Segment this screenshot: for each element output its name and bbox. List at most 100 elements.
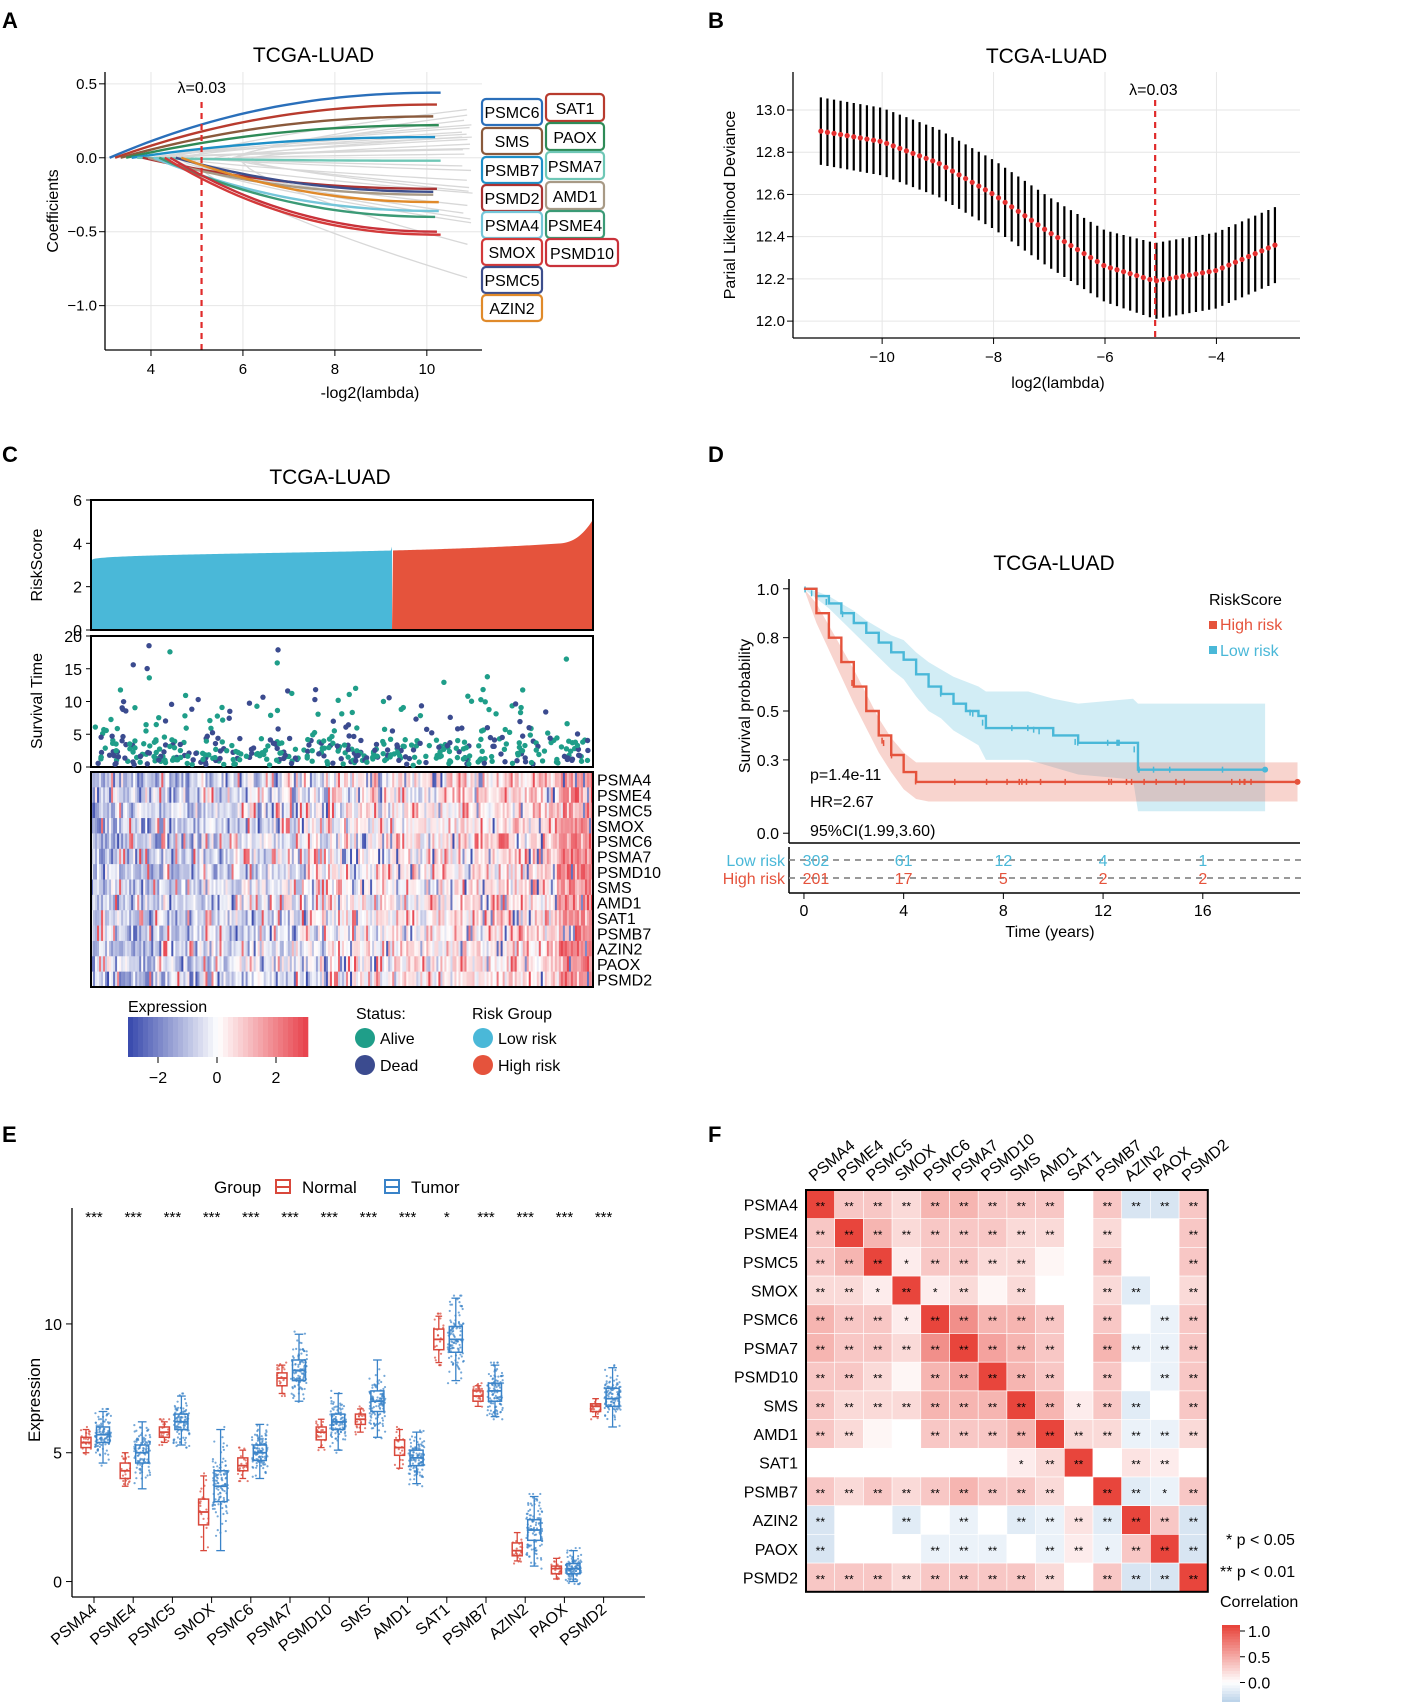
alive-point <box>410 762 416 769</box>
data-point <box>222 1498 226 1502</box>
heatmap-cell <box>456 802 459 819</box>
heatmap-cell <box>370 772 373 788</box>
heatmap-cell <box>564 894 568 911</box>
heatmap-cell <box>137 910 140 926</box>
alive-point <box>153 749 159 756</box>
heatmap-cell <box>500 956 503 972</box>
heatmap-cell <box>362 971 365 988</box>
heatmap-cell <box>269 833 273 850</box>
heatmap-cell <box>195 971 198 988</box>
heatmap-cell <box>554 818 558 834</box>
heatmap-cell <box>448 833 451 850</box>
heatmap-cell <box>488 925 491 942</box>
heatmap-cell <box>163 940 166 957</box>
deviance-point <box>1081 250 1087 257</box>
heatmap-cell <box>239 956 242 972</box>
heatmap-cell <box>346 925 349 942</box>
heatmap-cell <box>175 894 178 911</box>
data-point <box>202 1517 205 1520</box>
heatmap-cell <box>337 864 341 880</box>
alive-point <box>183 725 189 731</box>
heatmap-cell <box>506 894 509 911</box>
alive-point <box>539 758 546 764</box>
heatmap-cell <box>141 848 144 865</box>
heatmap-cell <box>530 925 534 942</box>
heatmap-cell <box>301 802 305 819</box>
heatmap-cell <box>125 940 128 957</box>
heatmap-cell <box>329 925 333 942</box>
data-point <box>158 1443 161 1447</box>
heatmap-cell <box>147 971 150 988</box>
heatmap-cell <box>123 787 126 804</box>
heatmap-cell <box>348 940 351 957</box>
heatmap-cell <box>550 956 554 972</box>
heatmap-cell <box>466 925 469 942</box>
heatmap-cell <box>93 940 96 957</box>
heatmap-cell <box>303 879 307 896</box>
heatmap-cell <box>584 772 588 788</box>
heatmap-cell <box>484 879 487 896</box>
alive-point <box>212 754 218 761</box>
heatmap-cell <box>562 772 566 788</box>
heatmap-cell <box>580 833 584 850</box>
heatmap-cell <box>492 787 495 804</box>
heatmap-cell <box>358 910 361 926</box>
dead-point <box>227 708 233 715</box>
heatmap-cell <box>440 925 443 942</box>
alive-point <box>488 753 495 760</box>
heatmap-cell <box>293 956 297 972</box>
heatmap-cell <box>428 956 431 972</box>
heatmap-cell <box>143 894 146 911</box>
heatmap-cell <box>372 802 375 819</box>
heatmap-cell <box>323 894 327 911</box>
heatmap-cell <box>402 910 405 926</box>
heatmap-cell <box>518 971 522 988</box>
heatmap-cell <box>311 956 315 972</box>
heatmap-cell <box>333 848 337 865</box>
heatmap-cell <box>113 818 116 834</box>
heatmap-cell <box>518 925 522 942</box>
alive-point <box>380 750 386 757</box>
dead-point <box>275 647 281 653</box>
alive-point <box>108 716 114 723</box>
heatmap-cell <box>253 848 256 865</box>
alive-point <box>258 736 265 742</box>
heatmap-cell <box>398 802 401 819</box>
heatmap-cell <box>518 802 522 819</box>
heatmap-cell <box>546 910 550 926</box>
heatmap-cell <box>500 802 503 819</box>
heatmap-cell <box>329 787 333 804</box>
heatmap-cell <box>364 879 367 896</box>
heatmap-cell <box>468 925 471 942</box>
heatmap-cell <box>382 818 385 834</box>
heatmap-cell <box>550 772 554 788</box>
heatmap-cell <box>157 940 160 957</box>
alive-point <box>151 753 157 760</box>
data-point <box>133 1482 136 1485</box>
dead-point <box>237 735 243 742</box>
heatmap-cell <box>484 802 487 819</box>
heatmap-cell <box>293 894 297 911</box>
heatmap-cell <box>536 879 540 896</box>
heatmap-cell <box>454 802 457 819</box>
heatmap-cell <box>255 925 258 942</box>
heatmap-cell <box>408 971 411 988</box>
heatmap-cell <box>155 971 158 988</box>
heatmap-cell <box>486 956 489 972</box>
heatmap-cell <box>504 787 507 804</box>
heatmap-cell <box>297 802 301 819</box>
heatmap-cell <box>406 940 409 957</box>
dead-point <box>312 696 318 703</box>
heatmap-cell <box>247 940 250 957</box>
heatmap-cell <box>550 894 554 911</box>
heatmap-cell <box>113 879 116 896</box>
heatmap-cell <box>570 894 574 911</box>
heatmap-cell <box>458 879 461 896</box>
heatmap-cell <box>430 772 433 788</box>
heatmap-cell <box>133 802 136 819</box>
heatmap-cell <box>229 894 232 911</box>
heatmap-cell <box>151 910 154 926</box>
heatmap-cell <box>396 940 399 957</box>
heatmap-cell <box>586 956 590 972</box>
heatmap-cell <box>245 940 248 957</box>
